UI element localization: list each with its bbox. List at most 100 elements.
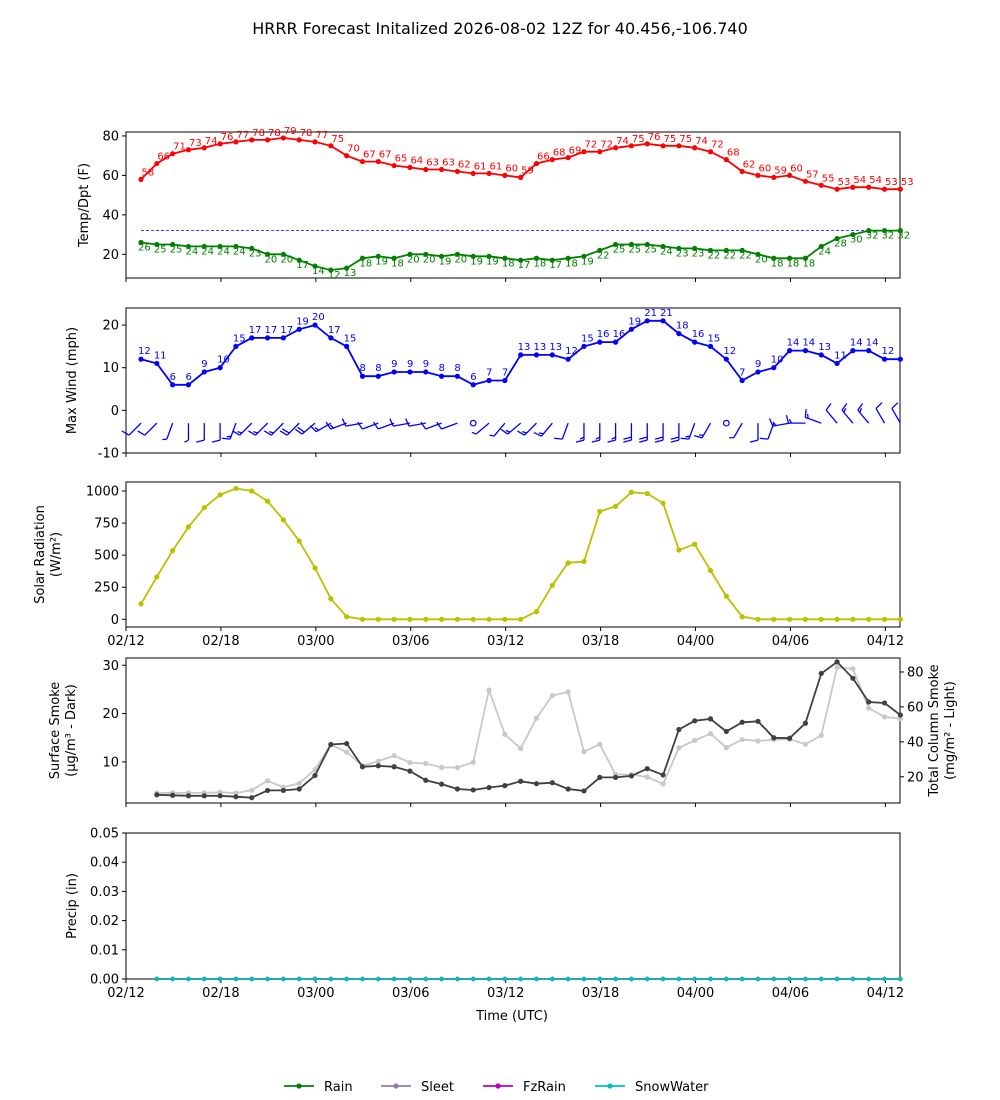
dewpoint-data-label: 18 — [502, 258, 515, 269]
max-wind-point — [676, 330, 682, 337]
dewpoint-data-label: 18 — [391, 258, 404, 269]
temperature-data-label: 57 — [806, 169, 819, 180]
max-wind-point — [454, 373, 460, 379]
max-wind-data-label: 10 — [217, 355, 230, 366]
temperature-data-label: 79 — [284, 126, 297, 137]
dewpoint-data-label: 23 — [692, 248, 705, 259]
temperature-data-label: 58 — [142, 167, 155, 178]
solar-radiation-point — [486, 616, 492, 622]
y-axis-title: Max Wind (mph) — [65, 327, 80, 434]
wind-barb-flag — [685, 435, 690, 438]
total-column-smoke-point — [407, 760, 413, 766]
max-wind-data-label: 8 — [375, 363, 381, 374]
max-wind-point — [897, 356, 903, 362]
solar-radiation-point — [692, 541, 698, 547]
solar-radiation-point — [407, 616, 413, 622]
wind-barb-flag — [420, 421, 427, 430]
temperature-data-label: 59 — [521, 165, 534, 176]
dewpoint-point — [217, 243, 223, 250]
solar-radiation-point — [644, 490, 650, 497]
y-axis-title: Precip (in) — [65, 873, 80, 939]
snowwater-point — [597, 976, 602, 982]
surface-smoke-point — [280, 787, 286, 794]
dewpoint-point — [676, 245, 682, 252]
solar-radiation-point — [881, 616, 888, 622]
max-wind-point — [628, 326, 635, 332]
x-axis-title: Time (UTC) — [475, 1009, 548, 1024]
wind-barb-flag — [325, 421, 332, 430]
temperature-data-label: 71 — [173, 142, 186, 153]
surface-smoke-point — [676, 726, 682, 733]
dewpoint-point — [739, 247, 745, 253]
max-wind-point — [707, 343, 714, 349]
max-wind-point — [533, 352, 540, 358]
max-wind-data-label: 10 — [771, 355, 784, 366]
wind-barb-flag — [623, 439, 632, 443]
snowwater-point — [803, 976, 808, 982]
max-wind-point — [660, 318, 666, 324]
temperature-data-label: 66 — [157, 152, 170, 163]
surface-smoke-point — [755, 718, 761, 724]
legend-label-rain: Rain — [324, 1080, 353, 1095]
temperature-point — [565, 155, 571, 161]
wind-barb-flag — [297, 426, 305, 433]
snowwater-point — [771, 976, 776, 982]
solar-radiation-line — [140, 487, 901, 621]
max-wind-point — [170, 382, 176, 388]
dewpoint-data-label: 18 — [565, 258, 578, 269]
dewpoint-data-label: 18 — [787, 258, 800, 269]
total-column-smoke-point — [676, 745, 682, 751]
wind-barb-flag — [137, 430, 146, 436]
wind-barb — [825, 409, 838, 424]
wind-barb-flag — [575, 439, 585, 443]
solar-radiation-point — [518, 616, 524, 622]
max-wind-data-label: 7 — [502, 368, 508, 379]
dewpoint-data-label: 19 — [581, 256, 594, 267]
y-right-tick-label: 60 — [907, 700, 924, 715]
dewpoint-point — [660, 243, 666, 250]
snowwater-point — [660, 976, 666, 982]
snowwater-point — [708, 976, 713, 982]
temperature-data-label: 69 — [569, 146, 582, 157]
wind-barb-flag — [294, 428, 303, 435]
x-tick-label: 04/06 — [772, 634, 809, 649]
panel-4: 0.00 0.01 0.02 0.03 0.04 0.05 02/12 02/18 03/00 0… — [65, 827, 904, 1002]
max-wind-data-label: 6 — [170, 372, 176, 383]
snowwater-point — [850, 976, 856, 982]
max-wind-data-label: 20 — [312, 312, 325, 323]
dewpoint-data-label: 17 — [549, 260, 562, 271]
max-wind-point — [755, 369, 761, 375]
wind-barb-flag — [579, 436, 585, 440]
legend-label-snowwater: SnowWater — [635, 1080, 709, 1095]
wind-barb-flag — [533, 431, 542, 437]
max-wind-point — [802, 348, 809, 354]
surface-smoke-point — [154, 792, 160, 798]
y-tick-label: -10 — [98, 447, 119, 462]
dewpoint-data-label: 19 — [375, 256, 388, 267]
temperature-point — [486, 170, 492, 177]
temperature-data-label: 74 — [205, 136, 218, 147]
dewpoint-point — [818, 243, 824, 250]
wind-barb-flag — [357, 421, 363, 430]
temperature-point — [375, 158, 381, 165]
temperature-data-label: 66 — [537, 152, 550, 163]
x-tick-label: 04/00 — [677, 986, 714, 1001]
solar-radiation-point — [755, 616, 761, 622]
y-axis-title: Surface Smoke(μg/m³ - Dark) — [48, 682, 79, 780]
max-wind-point — [391, 369, 397, 375]
max-wind-data-label: 17 — [265, 325, 278, 336]
temperature-data-label: 62 — [743, 159, 756, 170]
surface-smoke-point — [201, 793, 207, 799]
total-column-smoke-point — [502, 731, 508, 737]
temperature-data-label: 55 — [822, 173, 835, 184]
solar-radiation-point — [454, 616, 460, 622]
dewpoint-point — [834, 235, 840, 242]
wind-barb-flag — [623, 436, 632, 440]
temperature-data-label: 59 — [774, 165, 787, 176]
max-wind-data-label: 7 — [739, 368, 745, 379]
max-wind-point — [249, 335, 255, 341]
solar-radiation-point — [897, 616, 903, 622]
solar-radiation-point — [264, 498, 271, 504]
total-column-smoke-point — [296, 780, 302, 786]
dewpoint-point — [850, 231, 856, 238]
